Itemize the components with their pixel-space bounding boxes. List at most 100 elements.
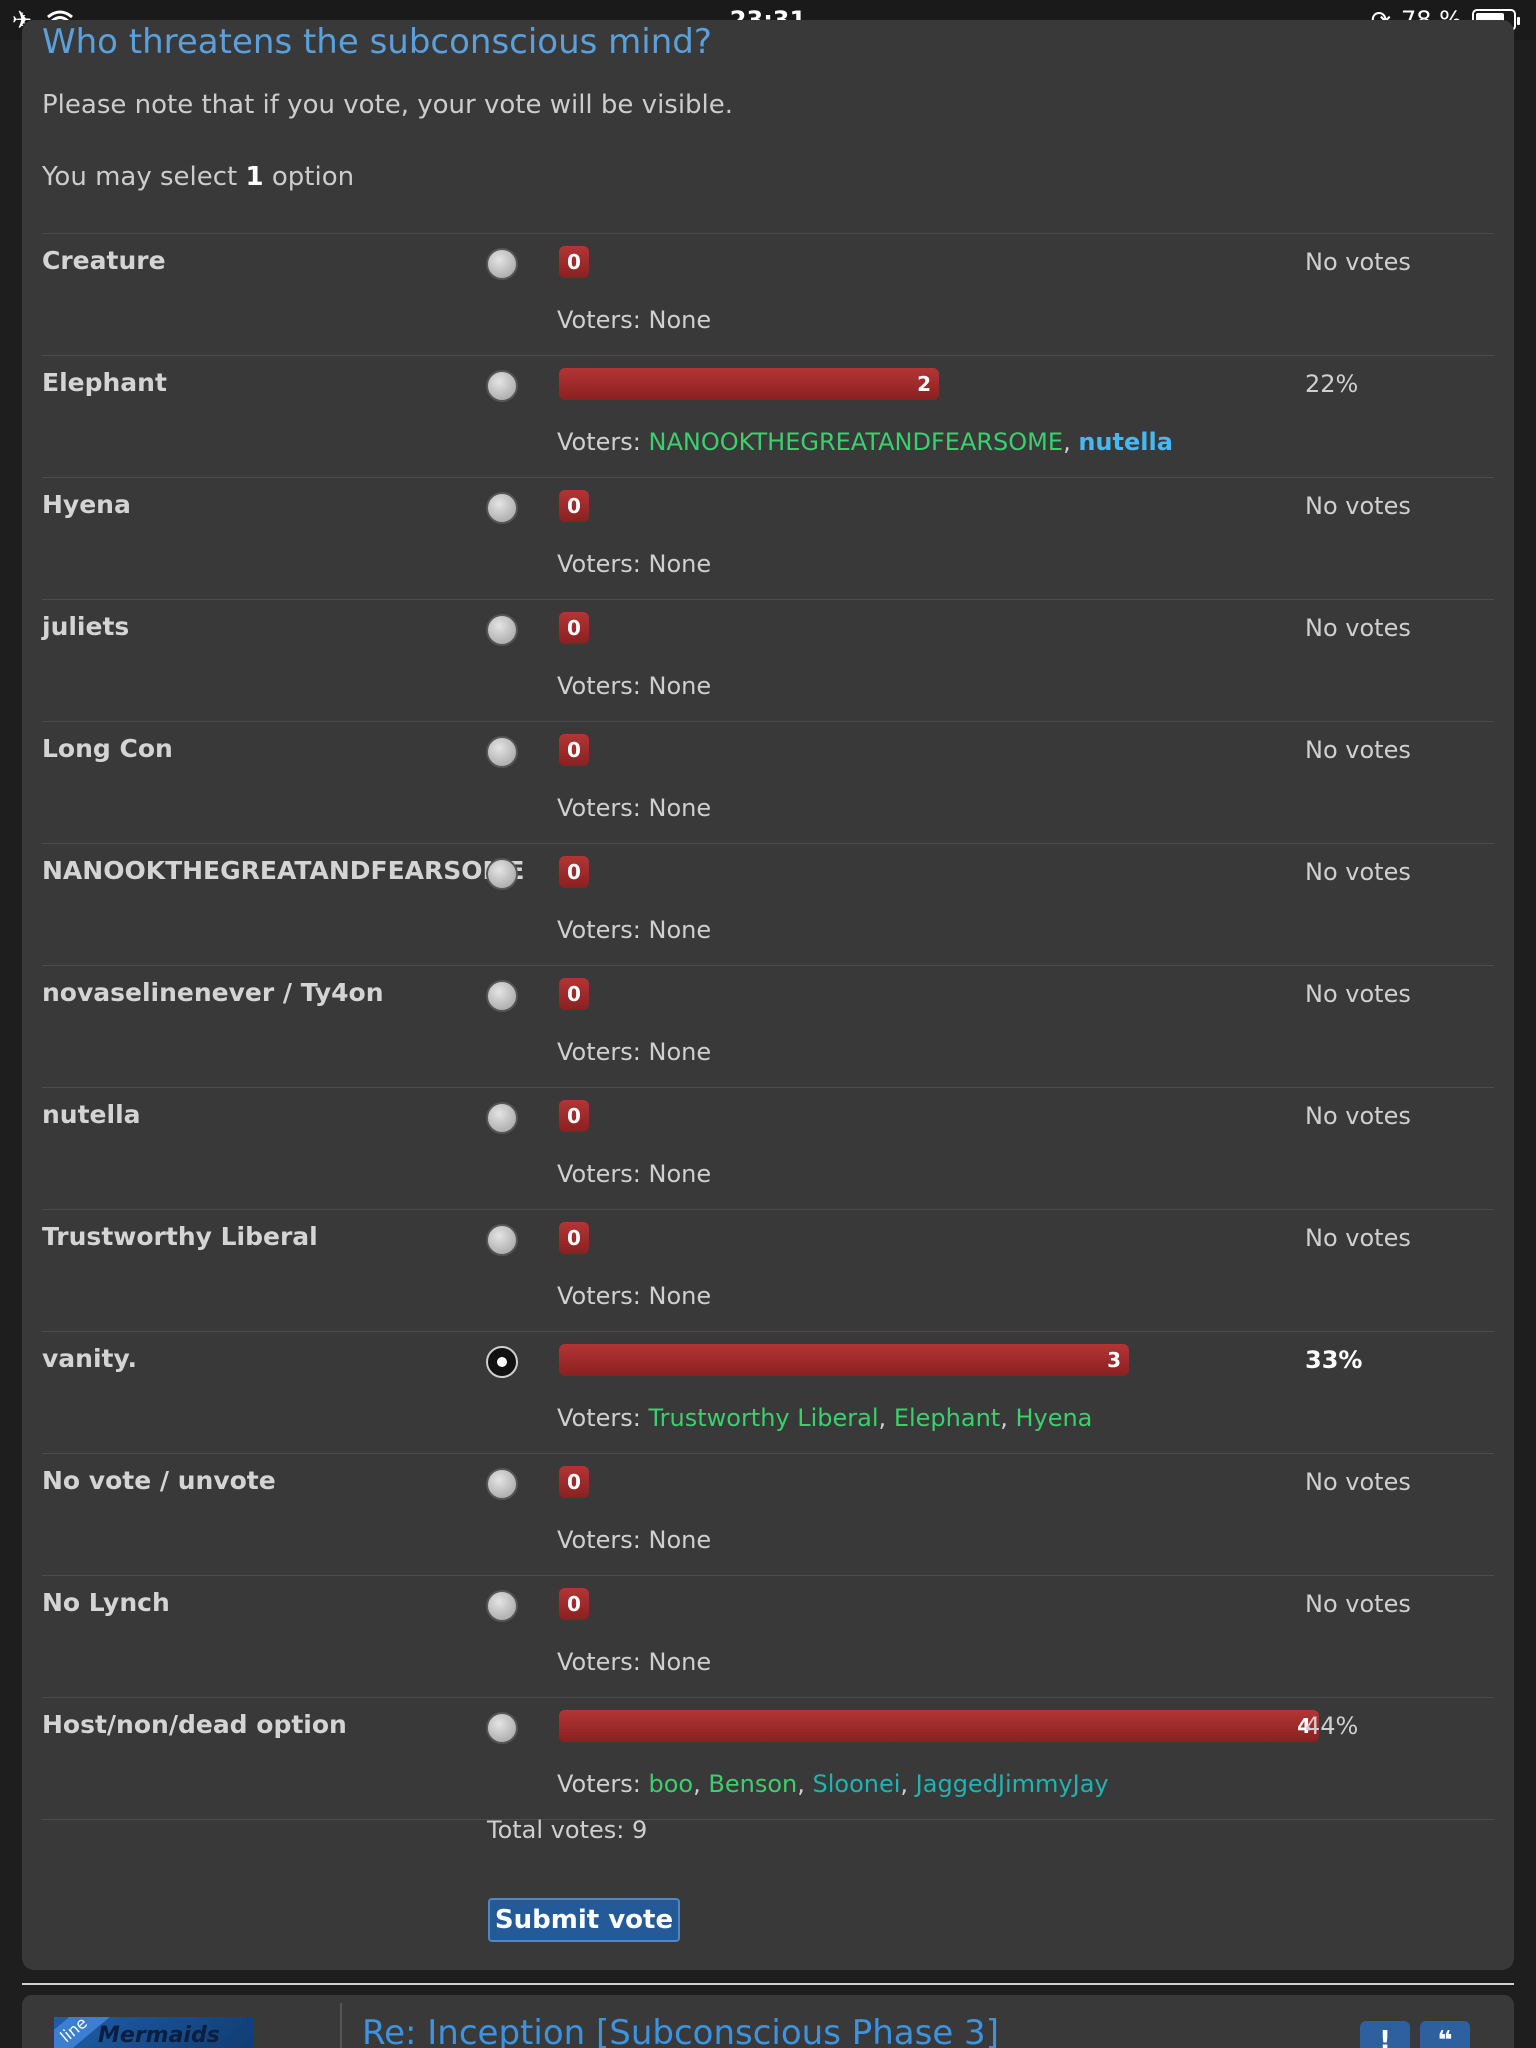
voters-none: None <box>648 306 712 334</box>
voters-label: Voters: <box>557 1282 649 1310</box>
vote-bar: 4 <box>559 1710 1319 1742</box>
vote-bar: 0 <box>559 1222 589 1254</box>
voters-none: None <box>648 1160 712 1188</box>
option-radio[interactable] <box>486 1712 518 1744</box>
vote-bar: 0 <box>559 734 589 766</box>
voters-label: Voters: <box>557 1038 649 1066</box>
voters-label: Voters: <box>557 1648 649 1676</box>
option-label: Host/non/dead option <box>42 1710 347 1739</box>
select-prefix: You may select <box>42 162 246 192</box>
voters-line: Voters: None <box>557 550 711 578</box>
select-note: You may select 1 option <box>42 162 354 192</box>
voters-line: Voters: Trustworthy Liberal, Elephant, H… <box>557 1404 1093 1432</box>
voters-label: Voters: <box>557 672 649 700</box>
voters-none: None <box>648 550 712 578</box>
voters-line: Voters: None <box>557 1160 711 1188</box>
option-label: Hyena <box>42 490 131 519</box>
voter-link[interactable]: Elephant <box>893 1404 1001 1432</box>
vote-bar: 0 <box>559 856 589 888</box>
voters-label: Voters: <box>557 916 649 944</box>
voter-link[interactable]: boo <box>648 1770 694 1798</box>
voter-link[interactable]: Hyena <box>1015 1404 1093 1432</box>
vote-percentage: No votes <box>1305 614 1411 642</box>
vote-bar: 2 <box>559 368 939 400</box>
voters-label: Voters: <box>557 306 649 334</box>
poll-option-row: Elephant 2 22% Voters: NANOOKTHEGREATANDFEA… <box>42 356 1494 478</box>
voter-link[interactable]: Benson <box>708 1770 798 1798</box>
option-radio[interactable] <box>486 1590 518 1622</box>
option-radio[interactable] <box>486 370 518 402</box>
post-divider <box>22 1983 1514 1985</box>
option-radio[interactable] <box>486 614 518 646</box>
voters-line: Voters: None <box>557 672 711 700</box>
poll-option-row: nutella 0 No votes Voters: None <box>42 1088 1494 1210</box>
avatar-text: Mermaids <box>98 2023 220 2048</box>
voters-line: Voters: None <box>557 1648 711 1676</box>
vote-percentage: 44% <box>1305 1712 1359 1740</box>
option-label: Trustworthy Liberal <box>42 1222 318 1251</box>
voters-none: None <box>648 916 712 944</box>
voter-link[interactable]: Sloonei <box>812 1770 901 1798</box>
voters-line: Voters: None <box>557 916 711 944</box>
option-label: Elephant <box>42 368 167 397</box>
voters-none: None <box>648 1038 712 1066</box>
option-radio[interactable] <box>486 858 518 890</box>
vote-bar: 0 <box>559 1466 589 1498</box>
voters-line: Voters: NANOOKTHEGREATANDFEARSOME, nutel… <box>557 428 1173 456</box>
option-label: novaselinenever / Ty4on <box>42 978 384 1007</box>
vote-percentage: No votes <box>1305 1224 1411 1252</box>
voters-none: None <box>648 794 712 822</box>
option-radio[interactable] <box>486 1224 518 1256</box>
voters-line: Voters: None <box>557 1038 711 1066</box>
option-radio[interactable] <box>486 248 518 280</box>
voters-label: Voters: <box>557 1526 649 1554</box>
vote-bar: 0 <box>559 1588 589 1620</box>
option-radio[interactable] <box>486 736 518 768</box>
vote-percentage: No votes <box>1305 858 1411 886</box>
option-label: juliets <box>42 612 130 641</box>
voters-line: Voters: None <box>557 306 711 334</box>
option-radio[interactable] <box>486 1346 518 1378</box>
next-post-title[interactable]: Re: Inception [Subconscious Phase 3] <box>362 2013 999 2048</box>
vote-bar: 0 <box>559 490 589 522</box>
voters-line: Voters: None <box>557 794 711 822</box>
option-radio[interactable] <box>486 492 518 524</box>
quote-icon[interactable]: ❝ <box>1420 2021 1470 2048</box>
select-suffix: option <box>263 162 355 192</box>
vote-percentage: 22% <box>1305 370 1359 398</box>
voter-link[interactable]: Trustworthy Liberal <box>648 1404 879 1432</box>
option-label: vanity. <box>42 1344 137 1373</box>
submit-vote-button[interactable]: Submit vote <box>488 1898 680 1942</box>
voters-label: Voters: <box>557 1770 649 1798</box>
voter-link[interactable]: NANOOKTHEGREATANDFEARSOME <box>648 428 1064 456</box>
poll-option-row: Trustworthy Liberal 0 No votes Voters: None <box>42 1210 1494 1332</box>
voters-line: Voters: None <box>557 1526 711 1554</box>
poll-title: Who threatens the subconscious mind? <box>42 22 712 62</box>
post-separator <box>340 2003 342 2048</box>
voter-link[interactable]: nutella <box>1078 428 1173 456</box>
voters-label: Voters: <box>557 1404 649 1432</box>
vote-percentage: No votes <box>1305 492 1411 520</box>
option-radio[interactable] <box>486 1468 518 1500</box>
poll-option-row: Hyena 0 No votes Voters: None <box>42 478 1494 600</box>
option-label: Long Con <box>42 734 173 763</box>
poll-option-row: NANOOKTHEGREATANDFEARSOME 0 No votes Voters… <box>42 844 1494 966</box>
vote-percentage: No votes <box>1305 1102 1411 1130</box>
select-count: 1 <box>245 162 264 192</box>
voters-label: Voters: <box>557 428 649 456</box>
avatar[interactable]: line Mermaids <box>54 2017 254 2048</box>
report-icon[interactable]: ! <box>1360 2021 1410 2048</box>
poll-options: Creature 0 No votes Voters: None Elephant 2 22… <box>42 233 1494 1820</box>
vote-bar: 0 <box>559 978 589 1010</box>
option-radio[interactable] <box>486 980 518 1012</box>
poll-option-row: juliets 0 No votes Voters: None <box>42 600 1494 722</box>
option-label: Creature <box>42 246 166 275</box>
poll-option-row: vanity. 3 33% Voters: Trustworthy Liberal, … <box>42 1332 1494 1454</box>
visibility-note: Please note that if you vote, your vote … <box>42 90 734 120</box>
poll-option-row: Creature 0 No votes Voters: None <box>42 234 1494 356</box>
voter-link[interactable]: JaggedJimmyJay <box>915 1770 1109 1798</box>
vote-bar: 0 <box>559 1100 589 1132</box>
voters-none: None <box>648 1282 712 1310</box>
option-radio[interactable] <box>486 1102 518 1134</box>
option-label: NANOOKTHEGREATANDFEARSOME <box>42 856 525 885</box>
